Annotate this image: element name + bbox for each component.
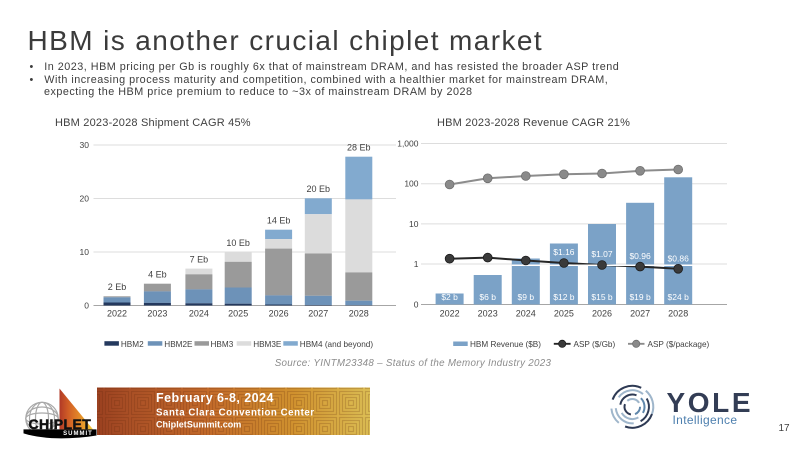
svg-text:100: 100 (404, 179, 418, 189)
svg-text:2024: 2024 (189, 309, 209, 319)
svg-text:10: 10 (80, 247, 90, 257)
svg-text:Santa Clara Convention Center: Santa Clara Convention Center (156, 407, 315, 418)
svg-text:2027: 2027 (308, 309, 328, 319)
svg-text:0: 0 (84, 301, 89, 311)
svg-text:14 Eb: 14 Eb (267, 215, 291, 225)
svg-text:10: 10 (409, 219, 419, 229)
svg-text:HBM3: HBM3 (211, 340, 234, 349)
svg-text:SUMMIT: SUMMIT (63, 431, 93, 437)
svg-text:2028: 2028 (668, 309, 688, 319)
svg-text:20 Eb: 20 Eb (307, 184, 331, 194)
svg-text:2025: 2025 (554, 309, 574, 319)
svg-text:2026: 2026 (592, 309, 612, 319)
svg-text:4 Eb: 4 Eb (148, 269, 167, 279)
svg-text:2022: 2022 (440, 309, 460, 319)
svg-text:2023: 2023 (478, 309, 498, 319)
svg-text:February 6-8, 2024: February 6-8, 2024 (156, 391, 274, 405)
svg-text:$15 b: $15 b (591, 292, 613, 302)
svg-text:$24 b: $24 b (668, 292, 690, 302)
svg-text:$1.16: $1.16 (553, 247, 575, 257)
svg-text:HBM Revenue ($B): HBM Revenue ($B) (470, 340, 541, 349)
svg-text:$2 b: $2 b (441, 292, 458, 302)
svg-text:10 Eb: 10 Eb (226, 238, 250, 248)
svg-text:20: 20 (80, 194, 90, 204)
svg-text:$6 b: $6 b (479, 292, 496, 302)
svg-text:$0.86: $0.86 (668, 254, 690, 264)
svg-text:2028: 2028 (349, 309, 369, 319)
svg-text:HBM2: HBM2 (121, 340, 144, 349)
svg-text:2027: 2027 (630, 309, 650, 319)
svg-text:$9 b: $9 b (518, 292, 535, 302)
svg-text:1: 1 (414, 259, 419, 269)
svg-text:HBM4 (and beyond): HBM4 (and beyond) (300, 340, 374, 349)
svg-text:28 Eb: 28 Eb (347, 142, 371, 152)
svg-text:$12 b: $12 b (553, 292, 575, 302)
svg-text:2 Eb: 2 Eb (108, 282, 127, 292)
svg-text:2025: 2025 (228, 309, 248, 319)
svg-text:$1.07: $1.07 (591, 249, 613, 259)
svg-text:ChipletSummit.com: ChipletSummit.com (156, 419, 241, 429)
svg-text:ASP ($/Gb): ASP ($/Gb) (574, 340, 616, 349)
svg-text:$19 b: $19 b (629, 292, 651, 302)
svg-text:2026: 2026 (269, 309, 289, 319)
svg-text:1,000: 1,000 (397, 139, 419, 149)
svg-text:2023: 2023 (147, 309, 167, 319)
svg-text:CHIPLET: CHIPLET (29, 416, 92, 432)
svg-text:YOLE: YOLE (667, 387, 754, 418)
svg-text:2022: 2022 (107, 309, 127, 319)
svg-text:2024: 2024 (516, 309, 536, 319)
svg-text:Intelligence: Intelligence (673, 413, 738, 427)
svg-text:HBM3E: HBM3E (253, 340, 282, 349)
svg-text:HBM2E: HBM2E (164, 340, 193, 349)
svg-text:7 Eb: 7 Eb (190, 254, 209, 264)
svg-text:0: 0 (414, 300, 419, 310)
svg-text:ASP ($/package): ASP ($/package) (648, 340, 710, 349)
svg-text:30: 30 (80, 140, 90, 150)
svg-text:$0.96: $0.96 (629, 251, 651, 261)
